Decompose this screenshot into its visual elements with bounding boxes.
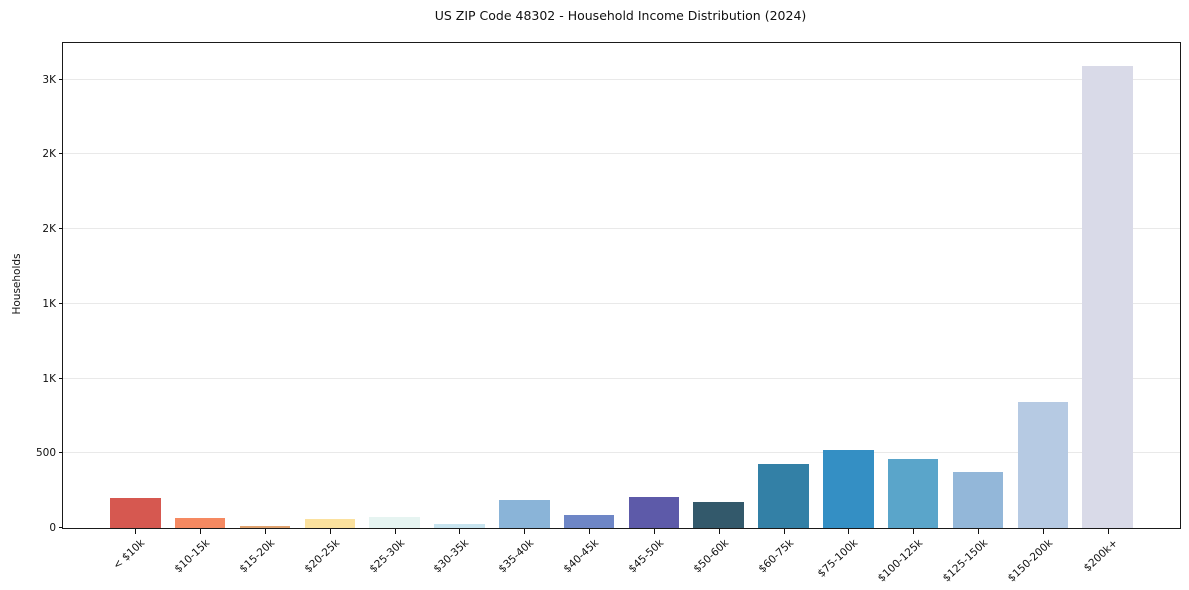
bar-slot: $25-30k xyxy=(362,43,427,575)
x-tick-mark xyxy=(653,529,655,534)
x-tick-mark xyxy=(913,529,915,534)
x-tick-mark xyxy=(394,529,396,534)
x-tick-label: $50-60k xyxy=(691,537,731,576)
bar xyxy=(304,519,356,528)
bar-slot: $200k+ xyxy=(1075,43,1140,574)
x-tick-label: $75-100k xyxy=(815,537,861,580)
bar xyxy=(369,516,420,528)
gridline xyxy=(63,228,1180,230)
x-tick-label: $25-30k xyxy=(367,537,407,576)
bar xyxy=(758,464,809,528)
bar xyxy=(434,524,485,528)
bar xyxy=(110,498,161,528)
y-tick-mark xyxy=(59,228,63,230)
gridline xyxy=(63,153,1180,155)
x-tick-mark xyxy=(200,529,202,534)
x-tick-label: $100-125k xyxy=(875,537,926,585)
bar xyxy=(887,458,939,528)
chart-title: US ZIP Code 48302 - Household Income Dis… xyxy=(434,8,807,23)
x-tick-label: $35-40k xyxy=(496,537,537,576)
bar-slot: < $10k xyxy=(103,43,168,572)
bar-slot: $45-50k xyxy=(622,43,687,575)
y-tick-mark xyxy=(59,153,63,155)
x-tick-mark xyxy=(589,529,591,534)
x-tick-label: $10-15k xyxy=(172,537,213,576)
y-tick-label: 2K xyxy=(42,148,56,161)
bar xyxy=(823,450,874,528)
bar xyxy=(174,518,226,528)
bar-slot: $30-35k xyxy=(427,43,492,575)
bars-row: < $10k $10-15k $15-20k $20-25k $25-30k $30-35… xyxy=(63,43,1180,584)
bar-slot: $100-125k xyxy=(876,43,946,584)
bar xyxy=(499,500,550,528)
gridline xyxy=(63,302,1180,304)
x-tick-mark xyxy=(718,529,720,534)
bar xyxy=(1017,401,1069,528)
bar-slot: $15-20k xyxy=(233,43,298,575)
bar-slot: $125-150k xyxy=(941,43,1011,584)
y-tick-mark xyxy=(59,377,63,379)
x-tick-mark xyxy=(977,529,979,534)
y-tick-mark xyxy=(59,78,63,80)
x-tick-label: < $10k xyxy=(111,537,148,572)
bar-slot: $40-45k xyxy=(557,43,622,575)
x-tick-label: $60-75k xyxy=(755,537,796,576)
bar xyxy=(628,497,680,528)
bar-slot: $10-15k xyxy=(168,43,233,575)
bar xyxy=(693,501,744,528)
gridline xyxy=(63,377,1180,379)
bar-slot: $150-200k xyxy=(1005,43,1075,584)
x-tick-mark xyxy=(329,529,331,534)
y-tick-mark xyxy=(59,527,63,528)
x-tick-mark xyxy=(265,529,267,534)
y-tick-mark xyxy=(59,302,63,304)
x-tick-label: $200k+ xyxy=(1081,537,1120,575)
x-tick-mark xyxy=(848,529,850,534)
bar xyxy=(239,525,291,528)
x-tick-label: $125-150k xyxy=(940,537,991,585)
y-tick-mark xyxy=(59,452,63,454)
bar-slot: $75-100k xyxy=(816,43,881,580)
bar xyxy=(1082,66,1133,528)
bar-slot: $60-75k xyxy=(751,43,816,575)
bar-slot: $50-60k xyxy=(686,43,751,575)
bar-slot: $35-40k xyxy=(492,43,557,575)
x-tick-label: $15-20k xyxy=(237,537,278,576)
y-tick-label: 1K xyxy=(42,372,56,385)
x-tick-mark xyxy=(135,529,137,534)
x-tick-label: $20-25k xyxy=(302,537,343,576)
gridline xyxy=(63,78,1180,80)
x-tick-label: $40-45k xyxy=(561,537,602,576)
x-tick-mark xyxy=(524,529,526,534)
y-tick-label: 1K xyxy=(42,297,56,310)
y-tick-label: 0 xyxy=(49,522,56,534)
bar-slot: $20-25k xyxy=(297,43,362,575)
x-tick-mark xyxy=(1107,529,1109,534)
x-tick-mark xyxy=(783,529,785,534)
plot-area: 0 500 1K 1K 2K 2K 3K < $10k $10-15k $15-20k $20-2… xyxy=(36,42,1181,584)
gridline xyxy=(63,452,1180,454)
bar xyxy=(563,515,615,528)
x-tick-label: $150-200k xyxy=(1005,537,1055,585)
x-tick-label: $45-50k xyxy=(626,537,667,576)
bar xyxy=(952,471,1004,528)
y-tick-label: 500 xyxy=(35,447,56,460)
y-axis-label: Households xyxy=(11,253,23,315)
x-tick-label: $30-35k xyxy=(431,537,472,576)
x-tick-mark xyxy=(1042,529,1044,534)
y-tick-label: 3K xyxy=(42,73,56,86)
x-tick-mark xyxy=(459,529,461,534)
y-tick-label: 2K xyxy=(42,223,56,236)
